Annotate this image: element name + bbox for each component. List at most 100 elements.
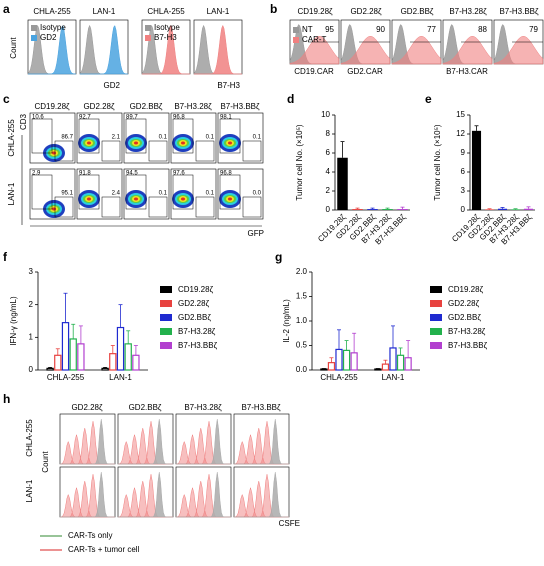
density-cloud	[134, 197, 138, 201]
legend-swatch	[31, 35, 37, 41]
density-cloud	[228, 197, 232, 201]
plot-frame	[29, 112, 76, 164]
legend-label: GD2.BBζ	[448, 313, 481, 322]
row-label: LAN-1	[25, 479, 34, 502]
y-tick-label: 6	[461, 167, 466, 176]
legend-swatch	[160, 342, 172, 349]
bar	[77, 343, 85, 371]
legend-label: GD2.BBζ	[178, 313, 211, 322]
panel-letter: c	[3, 92, 10, 106]
gate	[148, 140, 168, 162]
axis-label: Tumor cell No. (×10⁵)	[433, 124, 442, 200]
gate	[219, 174, 241, 210]
car-label: GD2.BBζ	[130, 102, 163, 111]
density-cloud	[181, 197, 185, 201]
histogram-shape	[289, 36, 340, 65]
y-tick-label: 0.0	[296, 365, 308, 374]
percent-label: 92.7	[79, 115, 91, 121]
bar	[350, 352, 358, 371]
car-label: GD2.28ζ	[350, 7, 382, 16]
plot-frame	[170, 168, 217, 220]
bar	[397, 209, 408, 210]
plot-frame	[123, 168, 170, 220]
car-label: CD19.28ζ	[297, 7, 333, 16]
car-label: B7-H3.28ζ	[174, 102, 212, 111]
y-tick-label: 1.0	[296, 316, 308, 325]
legend-label: B7-H3.28ζ	[178, 327, 216, 336]
y-tick-label: 10	[321, 110, 330, 119]
legend-swatch	[293, 27, 299, 33]
percent-label: 77	[427, 25, 436, 34]
percent-label: 0.1	[253, 135, 262, 141]
plot-frame	[76, 168, 123, 220]
x-tick-label: CHLA-255	[320, 373, 358, 382]
panel-letter: d	[287, 92, 294, 106]
histogram-shape	[60, 471, 115, 518]
bar	[367, 209, 378, 210]
gate	[172, 174, 194, 210]
car-label: B7-H3.28ζ	[449, 7, 487, 16]
legend-swatch	[145, 35, 151, 41]
bar	[101, 367, 109, 371]
legend-swatch	[160, 286, 172, 293]
car-label: GD2.BBζ	[401, 7, 434, 16]
percent-label: 95	[325, 25, 334, 34]
legend-label: GD2	[40, 33, 57, 42]
density-cloud	[134, 141, 138, 145]
y-tick-label: 15	[456, 110, 465, 119]
y-tick-label: 9	[461, 148, 466, 157]
axis-label: IFN-γ (ng/mL)	[9, 296, 18, 346]
percent-label: 98.1	[220, 115, 232, 121]
bar	[484, 209, 495, 210]
bar	[404, 357, 412, 371]
percent-label: 96.8	[220, 171, 232, 177]
bar	[342, 349, 351, 371]
bar	[335, 348, 343, 371]
x-tick-label: LAN-1	[109, 373, 132, 382]
histogram-shape	[391, 36, 442, 65]
car-label: B7-H3.BBζ	[220, 102, 260, 111]
axis-label: Count	[41, 451, 50, 473]
panel-letter: f	[3, 250, 8, 264]
bar	[61, 322, 70, 371]
legend-label: CAR-Ts only	[68, 531, 112, 540]
x-tick-label: LAN-1	[382, 373, 405, 382]
gate	[31, 118, 53, 154]
y-tick-label: 8	[326, 129, 331, 138]
percent-label: 86.7	[61, 135, 73, 141]
legend-label: CD19.28ζ	[448, 285, 484, 294]
gate	[78, 118, 100, 154]
legend-swatch	[430, 286, 442, 293]
axis-label: CD3	[19, 113, 28, 130]
histogram-shape	[176, 418, 231, 465]
percent-label: 95.1	[61, 191, 73, 197]
gate	[195, 196, 215, 218]
panel-letter: a	[3, 2, 10, 16]
legend-label: NT	[302, 25, 313, 34]
legend-label: B7-H3	[154, 33, 177, 42]
y-tick-label: 3	[29, 267, 34, 276]
gate	[148, 196, 168, 218]
bar	[352, 209, 363, 210]
legend-swatch	[430, 300, 442, 307]
bar	[510, 209, 521, 210]
y-tick-label: 0	[326, 205, 331, 214]
car-label: B7-H3.BBζ	[241, 403, 281, 412]
gate	[195, 140, 215, 162]
gate	[54, 196, 74, 218]
percent-label: 2.1	[112, 135, 121, 141]
legend-label: GD2.28ζ	[448, 299, 480, 308]
bar	[389, 347, 397, 371]
gate	[78, 174, 100, 210]
row-label: CHLA-255	[25, 419, 34, 457]
plot-frame	[170, 112, 217, 164]
histogram-shape	[194, 24, 242, 75]
y-tick-label: 3	[461, 186, 466, 195]
percent-label: 91.8	[79, 171, 91, 177]
legend-swatch	[31, 25, 37, 31]
percent-label: 10.6	[32, 115, 44, 121]
gate	[172, 118, 194, 154]
density-cloud	[52, 151, 56, 155]
percent-label: 0.0	[253, 191, 262, 197]
